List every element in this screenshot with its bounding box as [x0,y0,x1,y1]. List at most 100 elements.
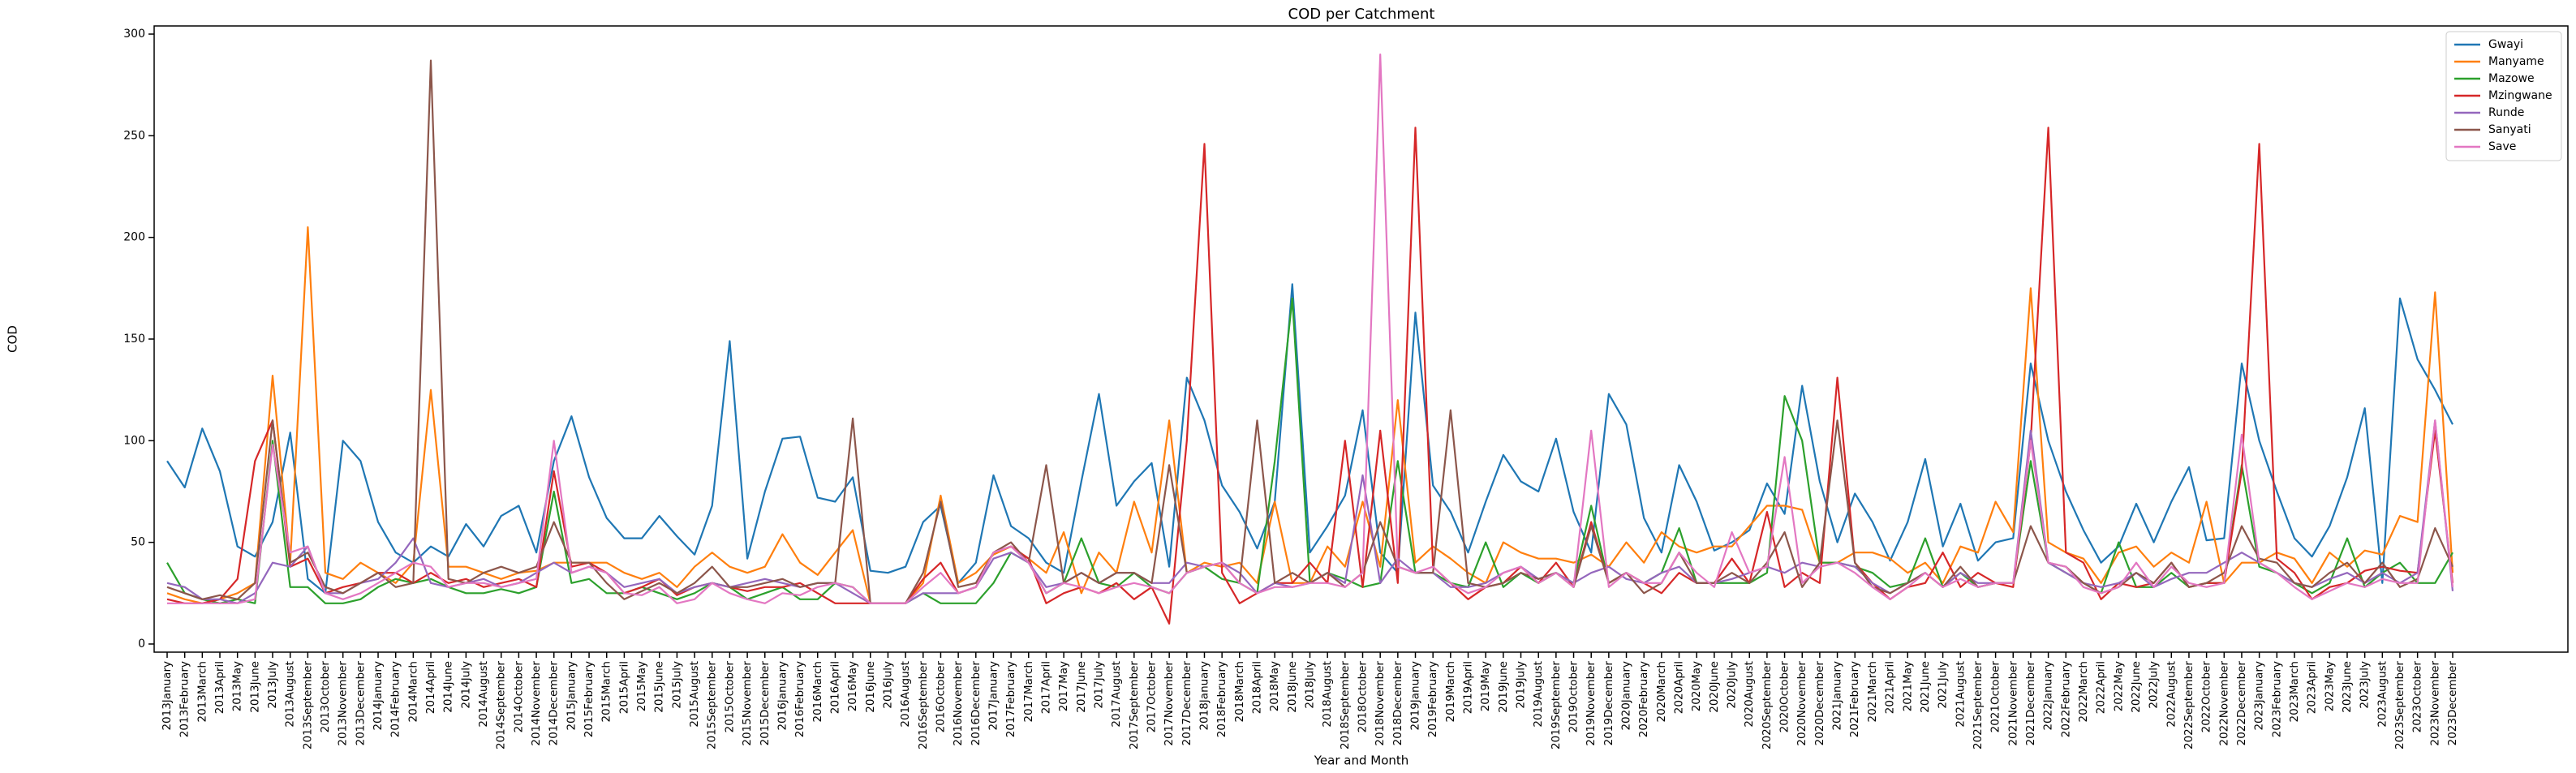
x-tick-label: 2022October [2200,661,2213,733]
x-tick-label: 2017February [1004,661,1017,737]
x-tick-label: 2015July [670,661,683,709]
y-tick-label: 0 [138,638,145,651]
x-tick-label: 2022February [2059,661,2072,737]
x-tick-label: 2016April [828,661,841,714]
x-tick-label: 2022May [2112,661,2125,711]
x-tick-label: 2016July [881,661,894,709]
x-tick-label: 2013January [161,661,174,731]
x-tick-label: 2023July [2359,661,2372,709]
x-tick-label: 2022June [2130,661,2143,713]
x-tick-label: 2014September [495,661,508,749]
x-tick-label: 2020May [1690,661,1703,711]
x-tick-label: 2014October [512,661,525,733]
x-tick-label: 2023December [2446,661,2459,746]
x-tick-label: 2019May [1479,661,1492,711]
x-tick-label: 2016February [793,661,806,737]
plot-frame [153,25,2569,653]
y-tick-label: 250 [123,129,145,142]
x-tick-label: 2018October [1357,661,1370,733]
x-tick-label: 2022April [2095,661,2108,714]
x-tick-label: 2014February [389,661,402,737]
x-tick-label: 2017June [1075,661,1088,713]
x-tick-label: 2013June [248,661,261,713]
x-tick-label: 2021February [1848,661,1861,737]
x-tick-label: 2019January [1409,661,1422,731]
x-tick-label: 2016May [846,661,859,711]
chart-title: COD per Catchment [1288,6,1435,23]
y-axis-label: COD [6,325,20,353]
x-tick-label: 2015May [635,661,648,711]
x-tick-label: 2020September [1761,661,1774,749]
x-tick-label: 2022November [2217,661,2230,746]
x-tick-label: 2014August [477,661,490,728]
legend-label: Mzingwane [2488,89,2552,102]
series-line [166,127,2454,625]
x-tick-label: 2021March [1866,661,1879,723]
x-tick-label: 2015September [706,661,719,749]
x-tick-label: 2018September [1339,661,1352,749]
x-tick-label: 2016December [970,661,983,746]
x-tick-label: 2018July [1304,661,1317,709]
x-tick-label: 2013October [319,661,332,733]
x-tick-label: 2017May [1057,661,1070,711]
x-tick-label: 2021October [1989,661,2002,733]
x-tick-label: 2023August [2376,661,2389,728]
x-tick-label: 2021August [1954,661,1967,728]
x-tick-label: 2022September [2183,661,2195,749]
x-tick-label: 2016March [811,661,824,723]
x-tick-label: 2022March [2077,661,2090,723]
x-tick-label: 2014July [459,661,472,709]
x-tick-label: 2021April [1884,661,1897,714]
x-tick-label: 2021November [2006,661,2019,746]
x-tick-label: 2018December [1391,661,1404,746]
x-tick-label: 2015April [617,661,630,714]
x-tick-label: 2016January [776,661,789,731]
x-tick-label: 2020November [1795,661,1808,746]
x-tick-label: 2016November [952,661,965,746]
x-tick-label: 2019August [1532,661,1545,728]
x-tick-label: 2015January [565,661,578,731]
x-tick-label: 2019February [1426,661,1439,737]
x-tick-label: 2019March [1444,661,1457,723]
x-tick-label: 2020February [1637,661,1650,737]
x-tick-label: 2018June [1286,661,1299,713]
x-tick-label: 2016October [934,661,947,733]
x-tick-label: 2021January [1831,661,1844,731]
x-tick-label: 2021July [1937,661,1950,709]
x-tick-label: 2018March [1233,661,1246,723]
x-tick-label: 2023May [2323,661,2336,711]
x-tick-label: 2020April [1673,661,1686,714]
legend-label: Save [2488,140,2516,153]
x-tick-label: 2016August [899,661,912,728]
x-tick-label: 2014January [372,661,385,731]
x-tick-label: 2018August [1321,661,1334,728]
x-tick-label: 2020January [1620,661,1633,731]
legend-label: Mazowe [2488,72,2535,85]
y-tick-label: 200 [123,231,145,244]
x-tick-label: 2017October [1145,661,1158,733]
x-tick-label: 2020March [1655,661,1668,723]
x-tick-label: 2022July [2148,661,2161,709]
x-tick-label: 2019November [1585,661,1598,746]
y-tick-label: 50 [131,536,145,549]
y-tick-label: 150 [123,333,145,346]
x-tick-label: 2018November [1374,661,1387,746]
x-tick-label: 2023October [2411,661,2424,733]
x-tick-label: 2013March [196,661,209,723]
x-tick-label: 2017August [1110,661,1123,728]
x-tick-label: 2023January [2253,661,2266,731]
x-tick-label: 2015March [600,661,613,723]
x-tick-label: 2015December [759,661,772,746]
x-tick-label: 2016June [864,661,877,713]
x-tick-label: 2019July [1515,661,1528,709]
x-tick-label: 2017April [1039,661,1052,714]
x-tick-label: 2014April [424,661,437,714]
x-tick-label: 2019September [1550,661,1563,749]
x-tick-label: 2022January [2042,661,2055,731]
legend: Gwayi Manyame Mazowe Mzingwane Runde Sanyati S… [2445,31,2562,161]
x-tick-label: 2014November [530,661,543,746]
x-tick-label: 2013July [266,661,279,709]
